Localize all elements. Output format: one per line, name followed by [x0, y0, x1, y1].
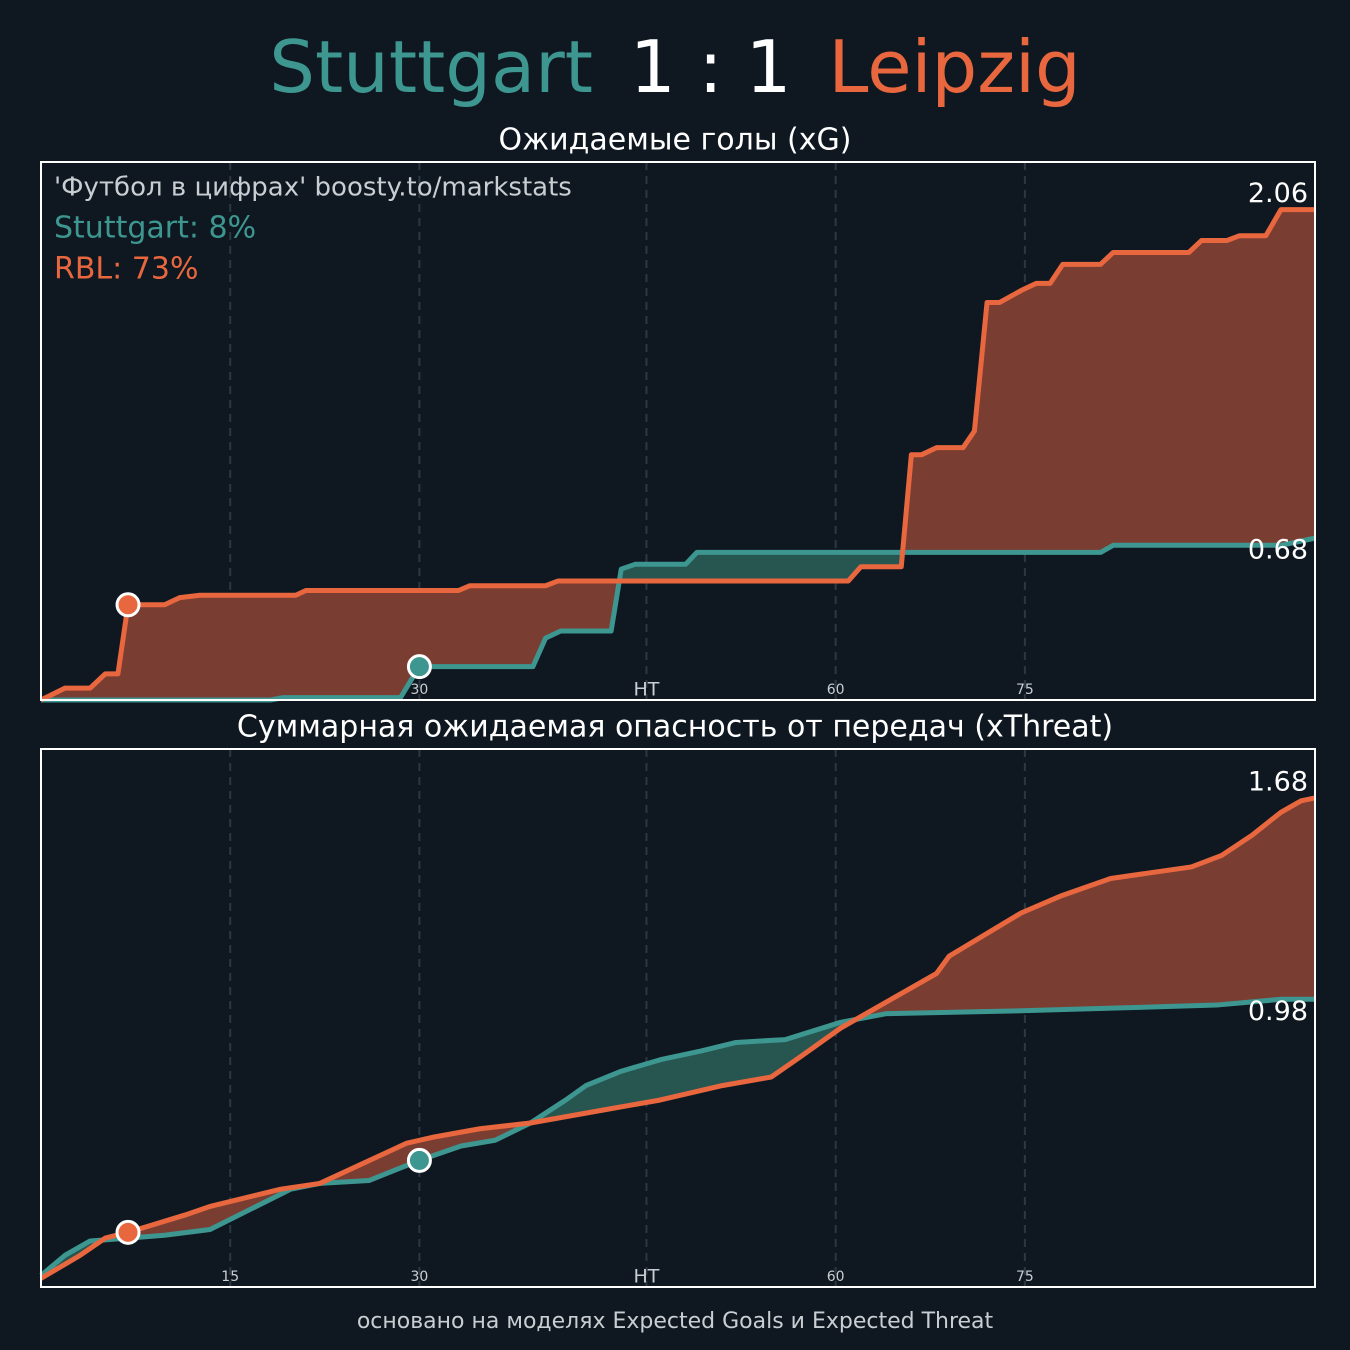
x-tick-label: 75: [1016, 1269, 1034, 1285]
end-value-label: 2.06: [1248, 178, 1308, 209]
away-team: Leipzig: [828, 25, 1080, 109]
match-title: Stuttgart 1 : 1 Leipzig: [269, 25, 1080, 109]
x-tick-label: 60: [827, 1269, 845, 1285]
series-line: [39, 207, 1315, 703]
end-value-label: 1.68: [1248, 766, 1308, 797]
series-line: [39, 996, 1315, 1278]
x-tick-label: 60: [827, 682, 845, 698]
footer: основано на моделях Expected Goals и Exp…: [357, 1309, 994, 1334]
goal-marker: [115, 1219, 141, 1245]
x-tick-label: 75: [1016, 682, 1034, 698]
area-fill: [41, 999, 1315, 1279]
x-tick-label: 15: [221, 1269, 239, 1285]
x-tick-label: HT: [634, 679, 660, 701]
area-fill: [41, 797, 1315, 1276]
series-line: [41, 535, 1316, 703]
end-value-label: 0.98: [1248, 996, 1308, 1027]
end-value-label: 0.68: [1248, 535, 1308, 566]
chart-title: Суммарная ожидаемая опасность от передач…: [237, 710, 1113, 745]
score: 1 : 1: [630, 25, 792, 109]
x-tick-label: 30: [411, 682, 429, 698]
series-line: [39, 795, 1316, 1281]
x-tick-label: HT: [634, 1266, 660, 1288]
goal-marker: [406, 1147, 432, 1173]
x-tick-label: 30: [411, 1269, 429, 1285]
plot-frame: [40, 161, 1316, 701]
annotation: 'Футбол в цифрах' boosty.to/markstats: [54, 173, 572, 203]
annotation: RBL: 73%: [54, 252, 198, 287]
goal-marker: [406, 654, 432, 680]
plot-frame: [40, 748, 1316, 1288]
goal-marker: [115, 592, 141, 618]
annotation: Stuttgart: 8%: [54, 211, 256, 246]
home-team: Stuttgart: [269, 25, 593, 109]
area-fill: [41, 209, 1315, 700]
chart-title: Ожидаемые голы (xG): [499, 123, 852, 158]
